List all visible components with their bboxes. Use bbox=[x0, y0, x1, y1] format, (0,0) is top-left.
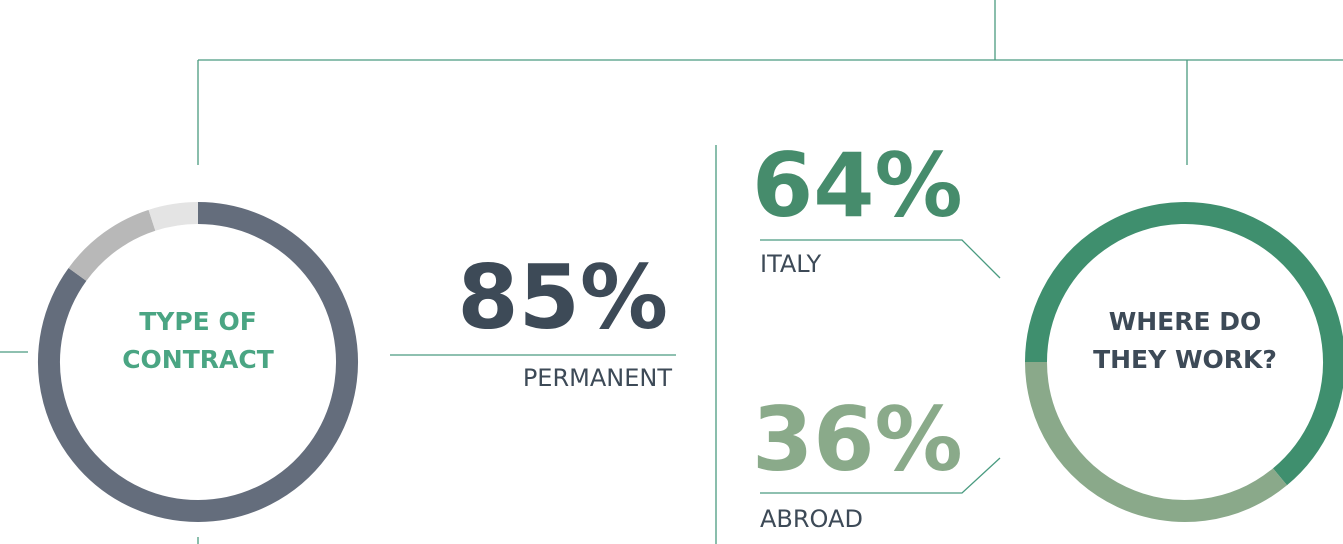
connector bbox=[760, 457, 1001, 494]
donut-segment bbox=[68, 209, 156, 282]
donut-segment bbox=[38, 202, 358, 522]
category-label: ITALY bbox=[760, 250, 821, 278]
donut-segment bbox=[1025, 202, 1343, 486]
connector bbox=[760, 239, 1001, 279]
value-label: 64% bbox=[752, 134, 963, 237]
donut-title: CONTRACT bbox=[122, 345, 274, 374]
donut-title: TYPE OF bbox=[139, 307, 257, 336]
donut-title: WHERE DO bbox=[1109, 307, 1262, 336]
donut-segment bbox=[148, 202, 199, 231]
value-label: 36% bbox=[752, 388, 963, 491]
value-label: 85% bbox=[457, 246, 668, 349]
donut-segment bbox=[1025, 361, 1287, 522]
category-label: PERMANENT bbox=[523, 364, 673, 392]
donut-title: THEY WORK? bbox=[1093, 345, 1277, 374]
category-label: ABROAD bbox=[760, 505, 863, 533]
